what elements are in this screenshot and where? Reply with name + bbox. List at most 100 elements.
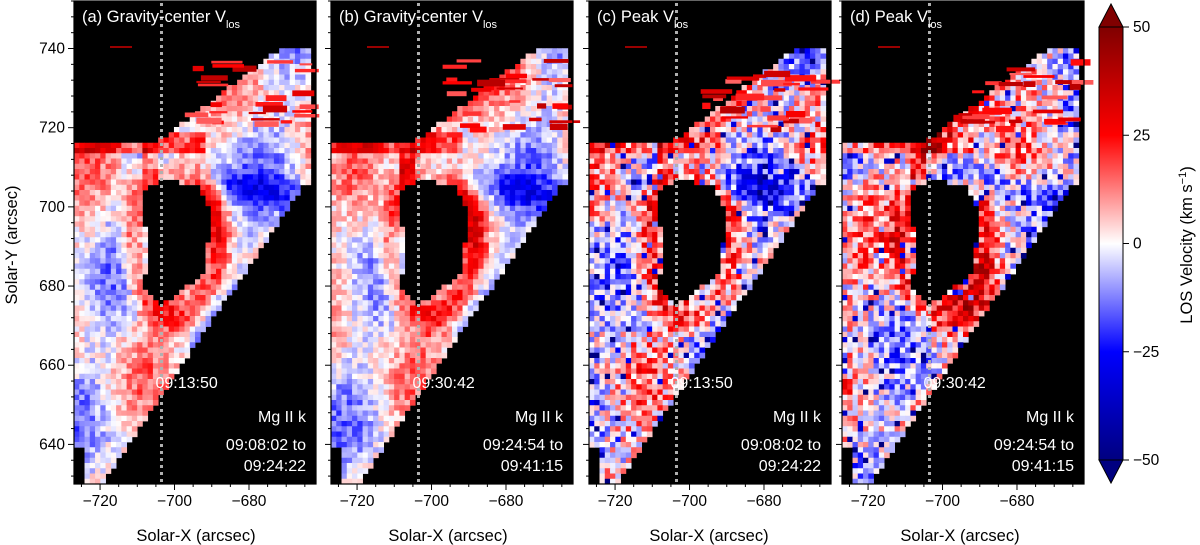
heatmap-cell: [394, 358, 400, 364]
heatmap-cell: [467, 247, 474, 254]
heatmap-cell: [200, 75, 228, 81]
heatmap-cell: [662, 179, 669, 186]
heatmap-cell: [341, 190, 348, 196]
heatmap-cell: [436, 342, 442, 348]
heatmap-cell: [205, 305, 212, 312]
heatmap-cell: [357, 384, 363, 390]
heatmap-cell: [641, 237, 648, 243]
heatmap-cell: [79, 274, 85, 280]
heatmap-cell: [467, 205, 474, 212]
heatmap-cell: [258, 132, 264, 138]
heatmap-cell: [184, 347, 191, 354]
heatmap-cell: [725, 132, 732, 138]
heatmap-cell: [725, 190, 732, 196]
heatmap-cell: [620, 232, 627, 238]
heatmap-cell: [420, 384, 427, 390]
heatmap-cell: [110, 347, 117, 354]
heatmap-cell: [242, 158, 249, 165]
heatmap-cell: [216, 169, 222, 175]
heatmap-cell: [131, 263, 138, 270]
heatmap-cell: [263, 221, 270, 228]
heatmap-cell: [189, 137, 196, 144]
heatmap-cell: [704, 116, 711, 123]
heatmap-cell: [652, 253, 658, 259]
heatmap-cell: [394, 232, 400, 238]
heatmap-cell: [284, 53, 291, 60]
heatmap-cell: [467, 295, 474, 301]
heatmap-cell: [657, 226, 664, 233]
heatmap-cell: [367, 342, 374, 348]
heatmap-cell: [357, 337, 363, 343]
heatmap-cell: [126, 368, 133, 375]
heatmap-cell: [620, 263, 627, 270]
heatmap-cell: [352, 253, 358, 259]
heatmap-cell: [762, 121, 769, 128]
heatmap-cell: [121, 195, 128, 201]
heatmap-cell: [216, 242, 222, 249]
heatmap-cell: [336, 352, 342, 359]
heatmap-cell: [378, 153, 385, 159]
heatmap-cell: [110, 200, 117, 207]
heatmap-cell: [95, 379, 101, 385]
heatmap-cell: [462, 179, 469, 186]
heatmap-cell: [694, 163, 700, 170]
heatmap-cell: [216, 284, 222, 291]
heatmap-cell: [378, 163, 385, 170]
heatmap-cell: [200, 132, 206, 138]
heatmap-cell: [620, 190, 627, 196]
heatmap-cell: [589, 268, 595, 275]
heatmap-cell: [420, 358, 427, 364]
heatmap-cell: [74, 331, 80, 338]
heatmap-cell: [604, 158, 611, 165]
heatmap-cell: [205, 142, 212, 149]
heatmap-cell: [341, 253, 348, 259]
heatmap-cell: [247, 211, 254, 217]
heatmap-cell: [84, 232, 91, 238]
heatmap-cell: [488, 184, 495, 191]
heatmap-cell: [289, 195, 296, 201]
heatmap-cell: [367, 237, 374, 243]
heatmap-cell: [815, 64, 821, 70]
heatmap-cell: [142, 263, 149, 270]
heatmap-cell: [74, 232, 80, 238]
heatmap-cell: [121, 321, 128, 327]
heatmap-cell: [279, 148, 285, 154]
heatmap-cell: [620, 205, 627, 212]
heatmap-cell: [399, 394, 406, 401]
heatmap-cell: [231, 205, 238, 212]
heatmap-cell: [641, 221, 648, 228]
heatmap-cell: [525, 106, 532, 112]
heatmap-cell: [273, 200, 280, 207]
heatmap-cell: [799, 127, 806, 133]
heatmap-cell: [289, 132, 296, 138]
heatmap-cell: [430, 321, 437, 327]
heatmap-cell: [746, 242, 753, 249]
heatmap-cell: [515, 169, 521, 175]
heatmap-cell: [546, 85, 553, 91]
heatmap-cell: [294, 127, 301, 133]
heatmap-cell: [736, 121, 742, 128]
heatmap-cell: [105, 226, 112, 233]
heatmap-cell: [525, 195, 532, 201]
heatmap-cell: [773, 137, 779, 144]
heatmap-cell: [105, 326, 112, 333]
heatmap-cell: [352, 384, 358, 390]
heatmap-cell: [152, 373, 159, 380]
heatmap-cell: [536, 85, 542, 91]
heatmap-cell: [783, 106, 790, 112]
heatmap-cell: [341, 310, 348, 317]
heatmap-cell: [799, 142, 806, 149]
heatmap-cell: [100, 316, 106, 322]
heatmap-cell: [184, 300, 191, 306]
heatmap-cell: [346, 295, 353, 301]
heatmap-cell: [195, 163, 201, 170]
heatmap-cell: [562, 53, 569, 60]
heatmap-cell: [74, 179, 80, 186]
heatmap-cell: [242, 116, 249, 123]
heatmap-cell: [715, 153, 721, 159]
heatmap-cell: [273, 179, 280, 186]
heatmap-cell: [388, 195, 395, 201]
heatmap-cell: [216, 300, 222, 306]
heatmap-cell: [773, 169, 779, 175]
heatmap-cell: [84, 331, 91, 338]
